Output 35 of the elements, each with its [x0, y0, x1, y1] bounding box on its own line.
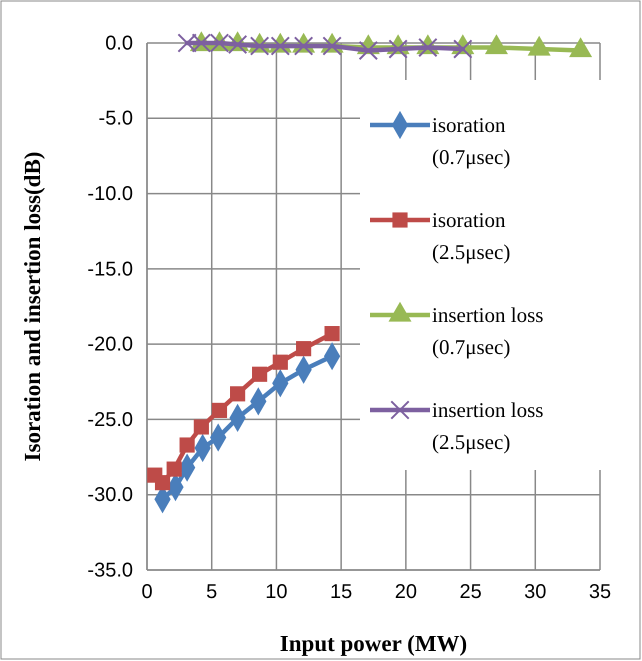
- point: [166, 462, 182, 477]
- y-tick-label: -15.0: [87, 258, 133, 280]
- point: [296, 341, 312, 356]
- y-axis-title: Isoration and insertion loss(dB): [20, 152, 45, 462]
- point: [569, 37, 592, 58]
- legend-label: isoration (0.7μsec): [432, 113, 510, 169]
- point: [528, 36, 551, 56]
- y-tick-label: 0.0: [105, 32, 133, 54]
- x-tick-label: 35: [588, 581, 612, 604]
- x-tick-label: 0: [141, 581, 153, 604]
- x-tick-label: 10: [265, 581, 288, 604]
- point: [324, 326, 340, 342]
- y-tick-label: -5.0: [98, 108, 133, 130]
- point: [252, 366, 268, 382]
- point: [230, 386, 246, 402]
- y-tick-label: -35.0: [87, 559, 133, 582]
- y-tick-label: -30.0: [87, 484, 133, 506]
- x-tick-label: 15: [330, 581, 352, 604]
- y-tick-label: -10.0: [87, 182, 133, 205]
- point: [154, 475, 170, 490]
- y-tick-label: -20.0: [87, 334, 133, 356]
- x-tick-label: 20: [394, 581, 417, 604]
- point: [484, 34, 508, 54]
- x-tick-label: 5: [206, 581, 218, 604]
- x-tick-label: 25: [459, 581, 482, 604]
- point: [194, 419, 209, 435]
- legend-label: isoration (2.5μsec): [432, 208, 510, 264]
- x-axis-title: Input power (MW): [280, 631, 468, 656]
- point: [180, 437, 195, 453]
- y-tick-label: -25.0: [87, 408, 133, 431]
- x-tick-label: 30: [524, 581, 546, 604]
- legend-label: insertion loss (0.7μsec): [432, 303, 544, 359]
- point: [212, 402, 228, 418]
- point: [272, 354, 288, 370]
- legend-label: insertion loss (2.5μsec): [432, 398, 544, 454]
